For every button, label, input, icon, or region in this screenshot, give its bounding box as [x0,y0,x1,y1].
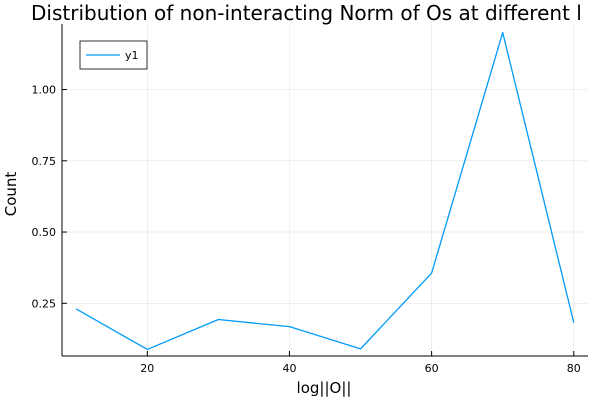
legend: y1 [79,40,148,70]
y-axis-label: Count [2,172,20,217]
x-tick-label: 20 [140,362,154,375]
series-line-y1 [75,31,575,351]
y-tick-label: 1.00 [32,84,57,97]
axes [61,24,588,357]
legend-label: y1 [125,49,139,62]
chart-title: Distribution of non-interacting Norm of … [31,1,582,25]
series-layer [75,31,575,351]
y-tick-label: 0.25 [32,297,57,310]
x-axis-label: log||O|| [297,379,352,397]
y-tick-label: 0.50 [32,226,57,239]
x-tick-label: 80 [567,362,581,375]
grid [62,24,588,356]
y-tick-label: 0.75 [32,155,57,168]
x-tick-label: 40 [282,362,296,375]
x-tick-label: 60 [425,362,439,375]
ticks: 20 40 60 80 0.25 0.50 0.75 1.00 [32,84,581,375]
